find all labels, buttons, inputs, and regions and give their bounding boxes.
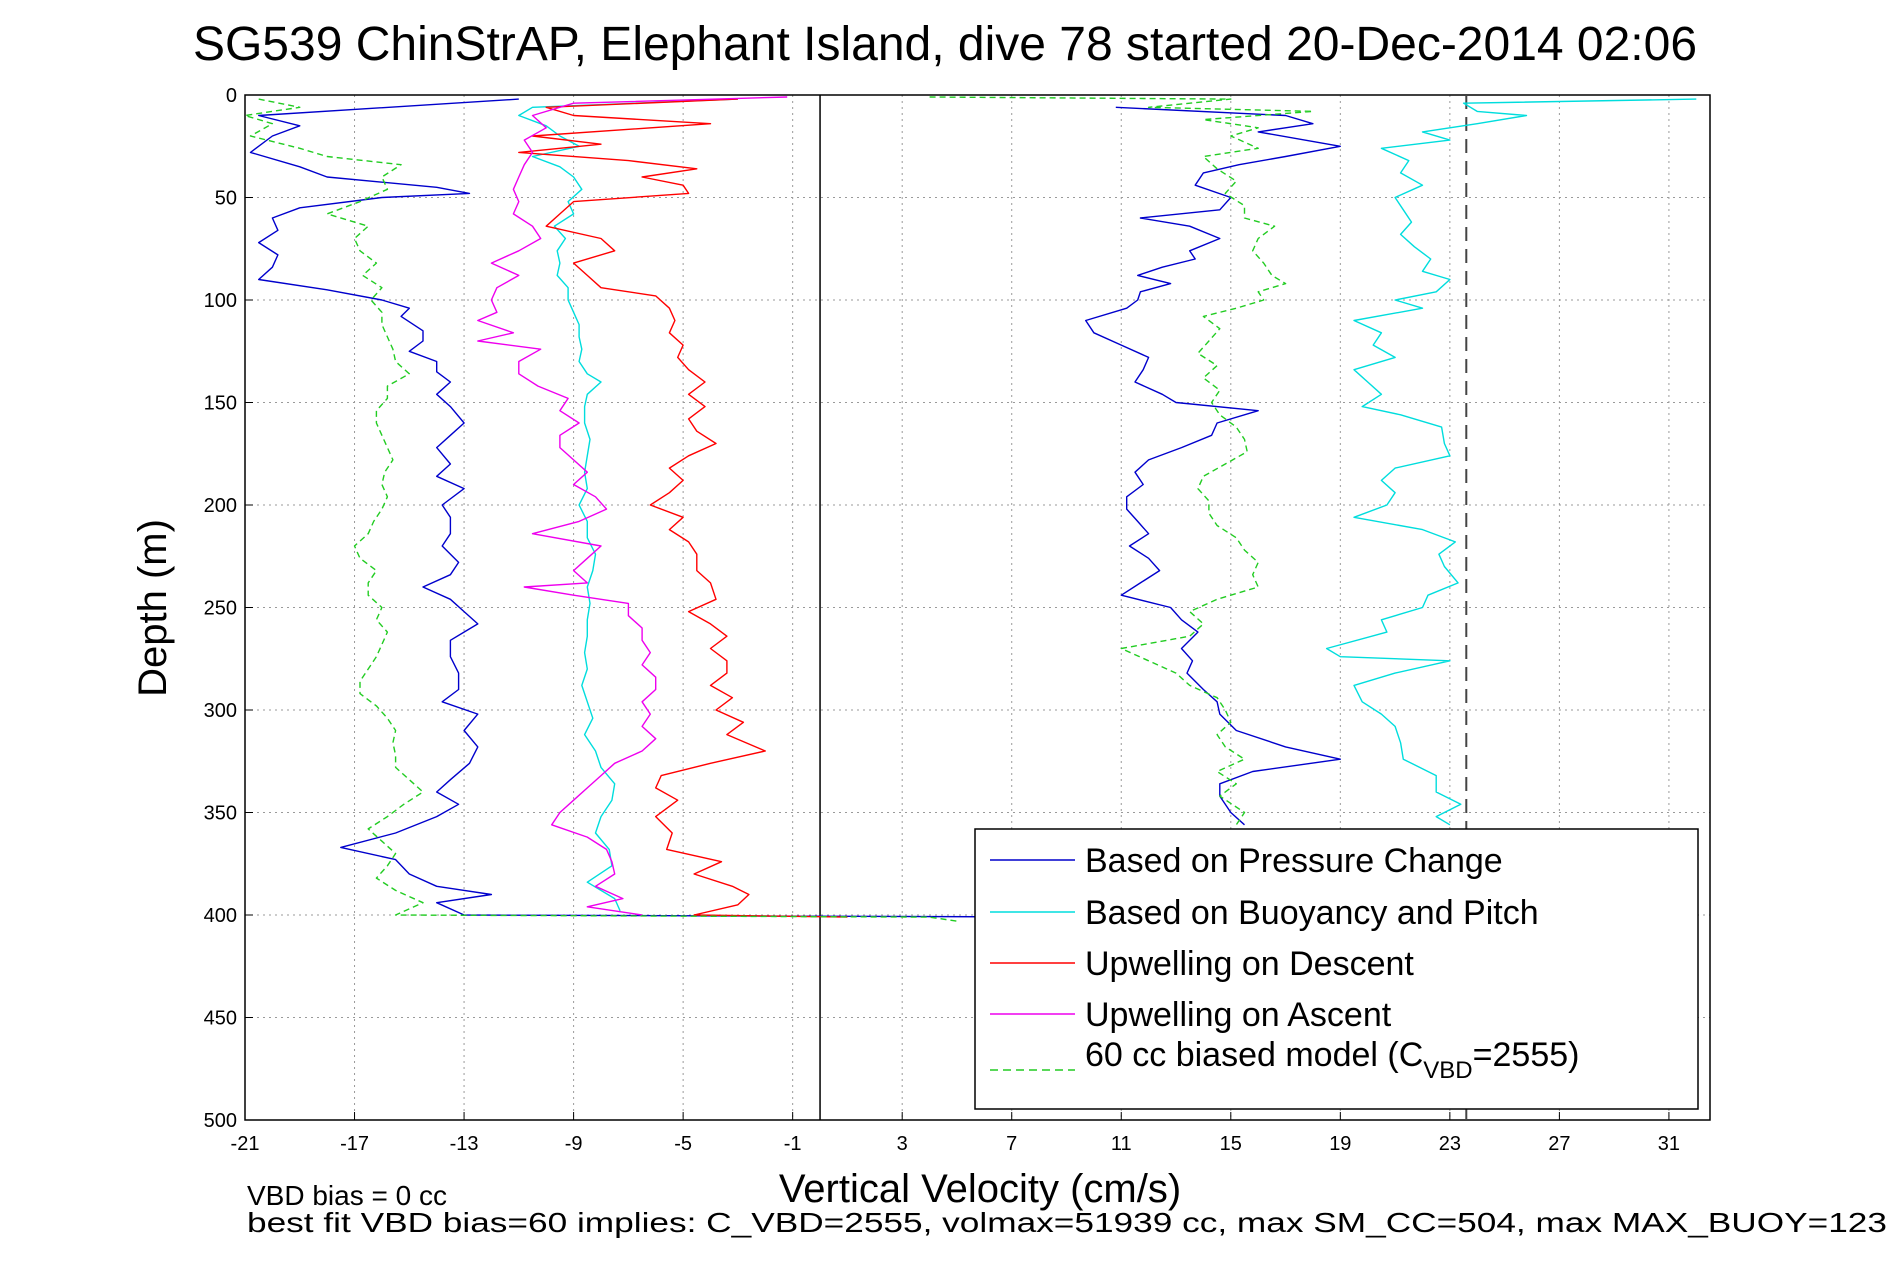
y-tick-label: 250 xyxy=(204,598,237,620)
x-tick-label: 7 xyxy=(1006,1133,1017,1155)
y-tick-label: 100 xyxy=(204,290,237,312)
y-tick-label: 0 xyxy=(226,85,237,107)
y-tick-label: 200 xyxy=(204,495,237,517)
y-tick-label: 300 xyxy=(204,700,237,722)
footer-line-1: VBD bias = 0 cc xyxy=(247,1180,447,1211)
x-axis-label: Vertical Velocity (cm/s) xyxy=(779,1167,1181,1211)
legend-label-pressure: Based on Pressure Change xyxy=(1085,842,1503,880)
y-tick-label: 50 xyxy=(215,188,237,210)
x-tick-label: 15 xyxy=(1220,1133,1242,1155)
legend-label-model: 60 cc biased model (CVBD=2555) xyxy=(1085,1036,1579,1084)
x-tick-label: -9 xyxy=(565,1133,583,1155)
chart-title: SG539 ChinStrAP, Elephant Island, dive 7… xyxy=(193,18,1697,71)
y-tick-label: 350 xyxy=(204,803,237,825)
legend-label-buoyancy: Based on Buoyancy and Pitch xyxy=(1085,894,1539,932)
series-upwelling-descent xyxy=(518,98,848,918)
series-upwelling-ascent xyxy=(477,96,788,916)
x-tick-label: 27 xyxy=(1548,1133,1570,1155)
legend-box xyxy=(974,828,1699,1110)
footer-line-2: best fit VBD bias=60 implies: C_VBD=2555… xyxy=(247,1207,1887,1238)
x-tick-label: -17 xyxy=(340,1133,369,1155)
series-pressure-change xyxy=(249,98,1341,922)
x-tick-label: 31 xyxy=(1658,1133,1680,1155)
y-tick-labels: 0 50 100 150 200 250 300 350 400 450 500 xyxy=(204,85,237,1132)
x-tick-label: -13 xyxy=(450,1133,479,1155)
series-biased-model xyxy=(244,96,1314,922)
legend-label-ascent: Upwelling on Ascent xyxy=(1085,996,1392,1034)
x-tick-label: -1 xyxy=(784,1133,802,1155)
legend: Based on Pressure Change Based on Buoyan… xyxy=(974,828,1699,1110)
x-tick-label: 19 xyxy=(1329,1133,1351,1155)
plot-frame xyxy=(244,94,1711,1121)
y-tick-label: 150 xyxy=(204,393,237,415)
y-tick-label: 400 xyxy=(204,905,237,927)
x-tick-label: -21 xyxy=(231,1133,260,1155)
series-layer xyxy=(244,96,1697,922)
x-tick-labels: -21 -17 -13 -9 -5 -1 3 7 11 15 19 23 27 31 xyxy=(231,1133,1681,1155)
y-tick-label: 500 xyxy=(204,1110,237,1132)
x-tick-label: 3 xyxy=(897,1133,908,1155)
x-tick-label: -5 xyxy=(674,1133,692,1155)
y-axis-label: Depth (m) xyxy=(131,519,175,697)
x-tick-label: 11 xyxy=(1111,1133,1132,1155)
y-tick-label: 450 xyxy=(204,1008,237,1030)
series-buoyancy-pitch xyxy=(518,98,1697,912)
legend-label-descent: Upwelling on Descent xyxy=(1085,945,1414,983)
x-tick-label: 23 xyxy=(1439,1133,1461,1155)
